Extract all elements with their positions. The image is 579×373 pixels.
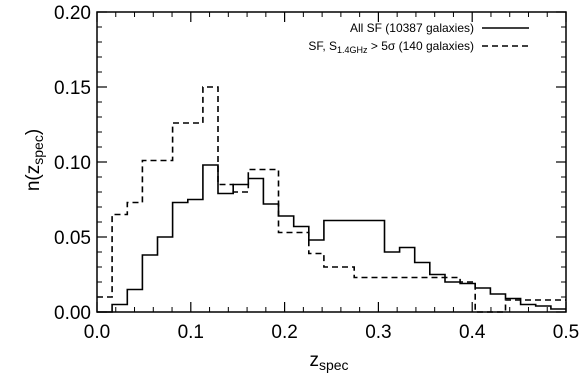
x-tick-label: 0.2	[271, 322, 297, 343]
y-tick-label: 0.05	[54, 228, 91, 249]
x-tick-label: 0.3	[365, 322, 391, 343]
y-tick-label: 0.00	[54, 303, 91, 324]
legend-label-radio-sf: SF, S1.4GHz > 5σ (140 galaxies)	[308, 39, 474, 55]
y-tick-label: 0.15	[54, 78, 91, 99]
legend: All SF (10387 galaxies) SF, S1.4GHz > 5σ …	[308, 21, 529, 55]
series-group	[97, 86, 566, 313]
y-tick-label: 0.20	[54, 3, 91, 24]
y-axis-title: n(zspec)	[23, 129, 46, 191]
ticks: 0.0 0.1 0.2 0.3 0.4 0.5 0.00 0.05 0.10 0.15 0.20	[54, 3, 579, 343]
x-tick-label: 0.4	[459, 322, 486, 343]
y-tick-label: 0.10	[54, 153, 91, 174]
plot-area-border	[96, 11, 567, 313]
series-all-sf-line	[97, 164, 566, 313]
x-tick-label: 0.5	[553, 322, 579, 343]
series-radio-detected-sf-line	[97, 86, 566, 313]
x-tick-label: 0.0	[84, 322, 110, 343]
x-axis-title: zspec	[309, 350, 348, 373]
plot-frame	[96, 11, 567, 313]
legend-label-all-sf: All SF (10387 galaxies)	[350, 21, 474, 35]
x-tick-label: 0.1	[178, 322, 204, 343]
